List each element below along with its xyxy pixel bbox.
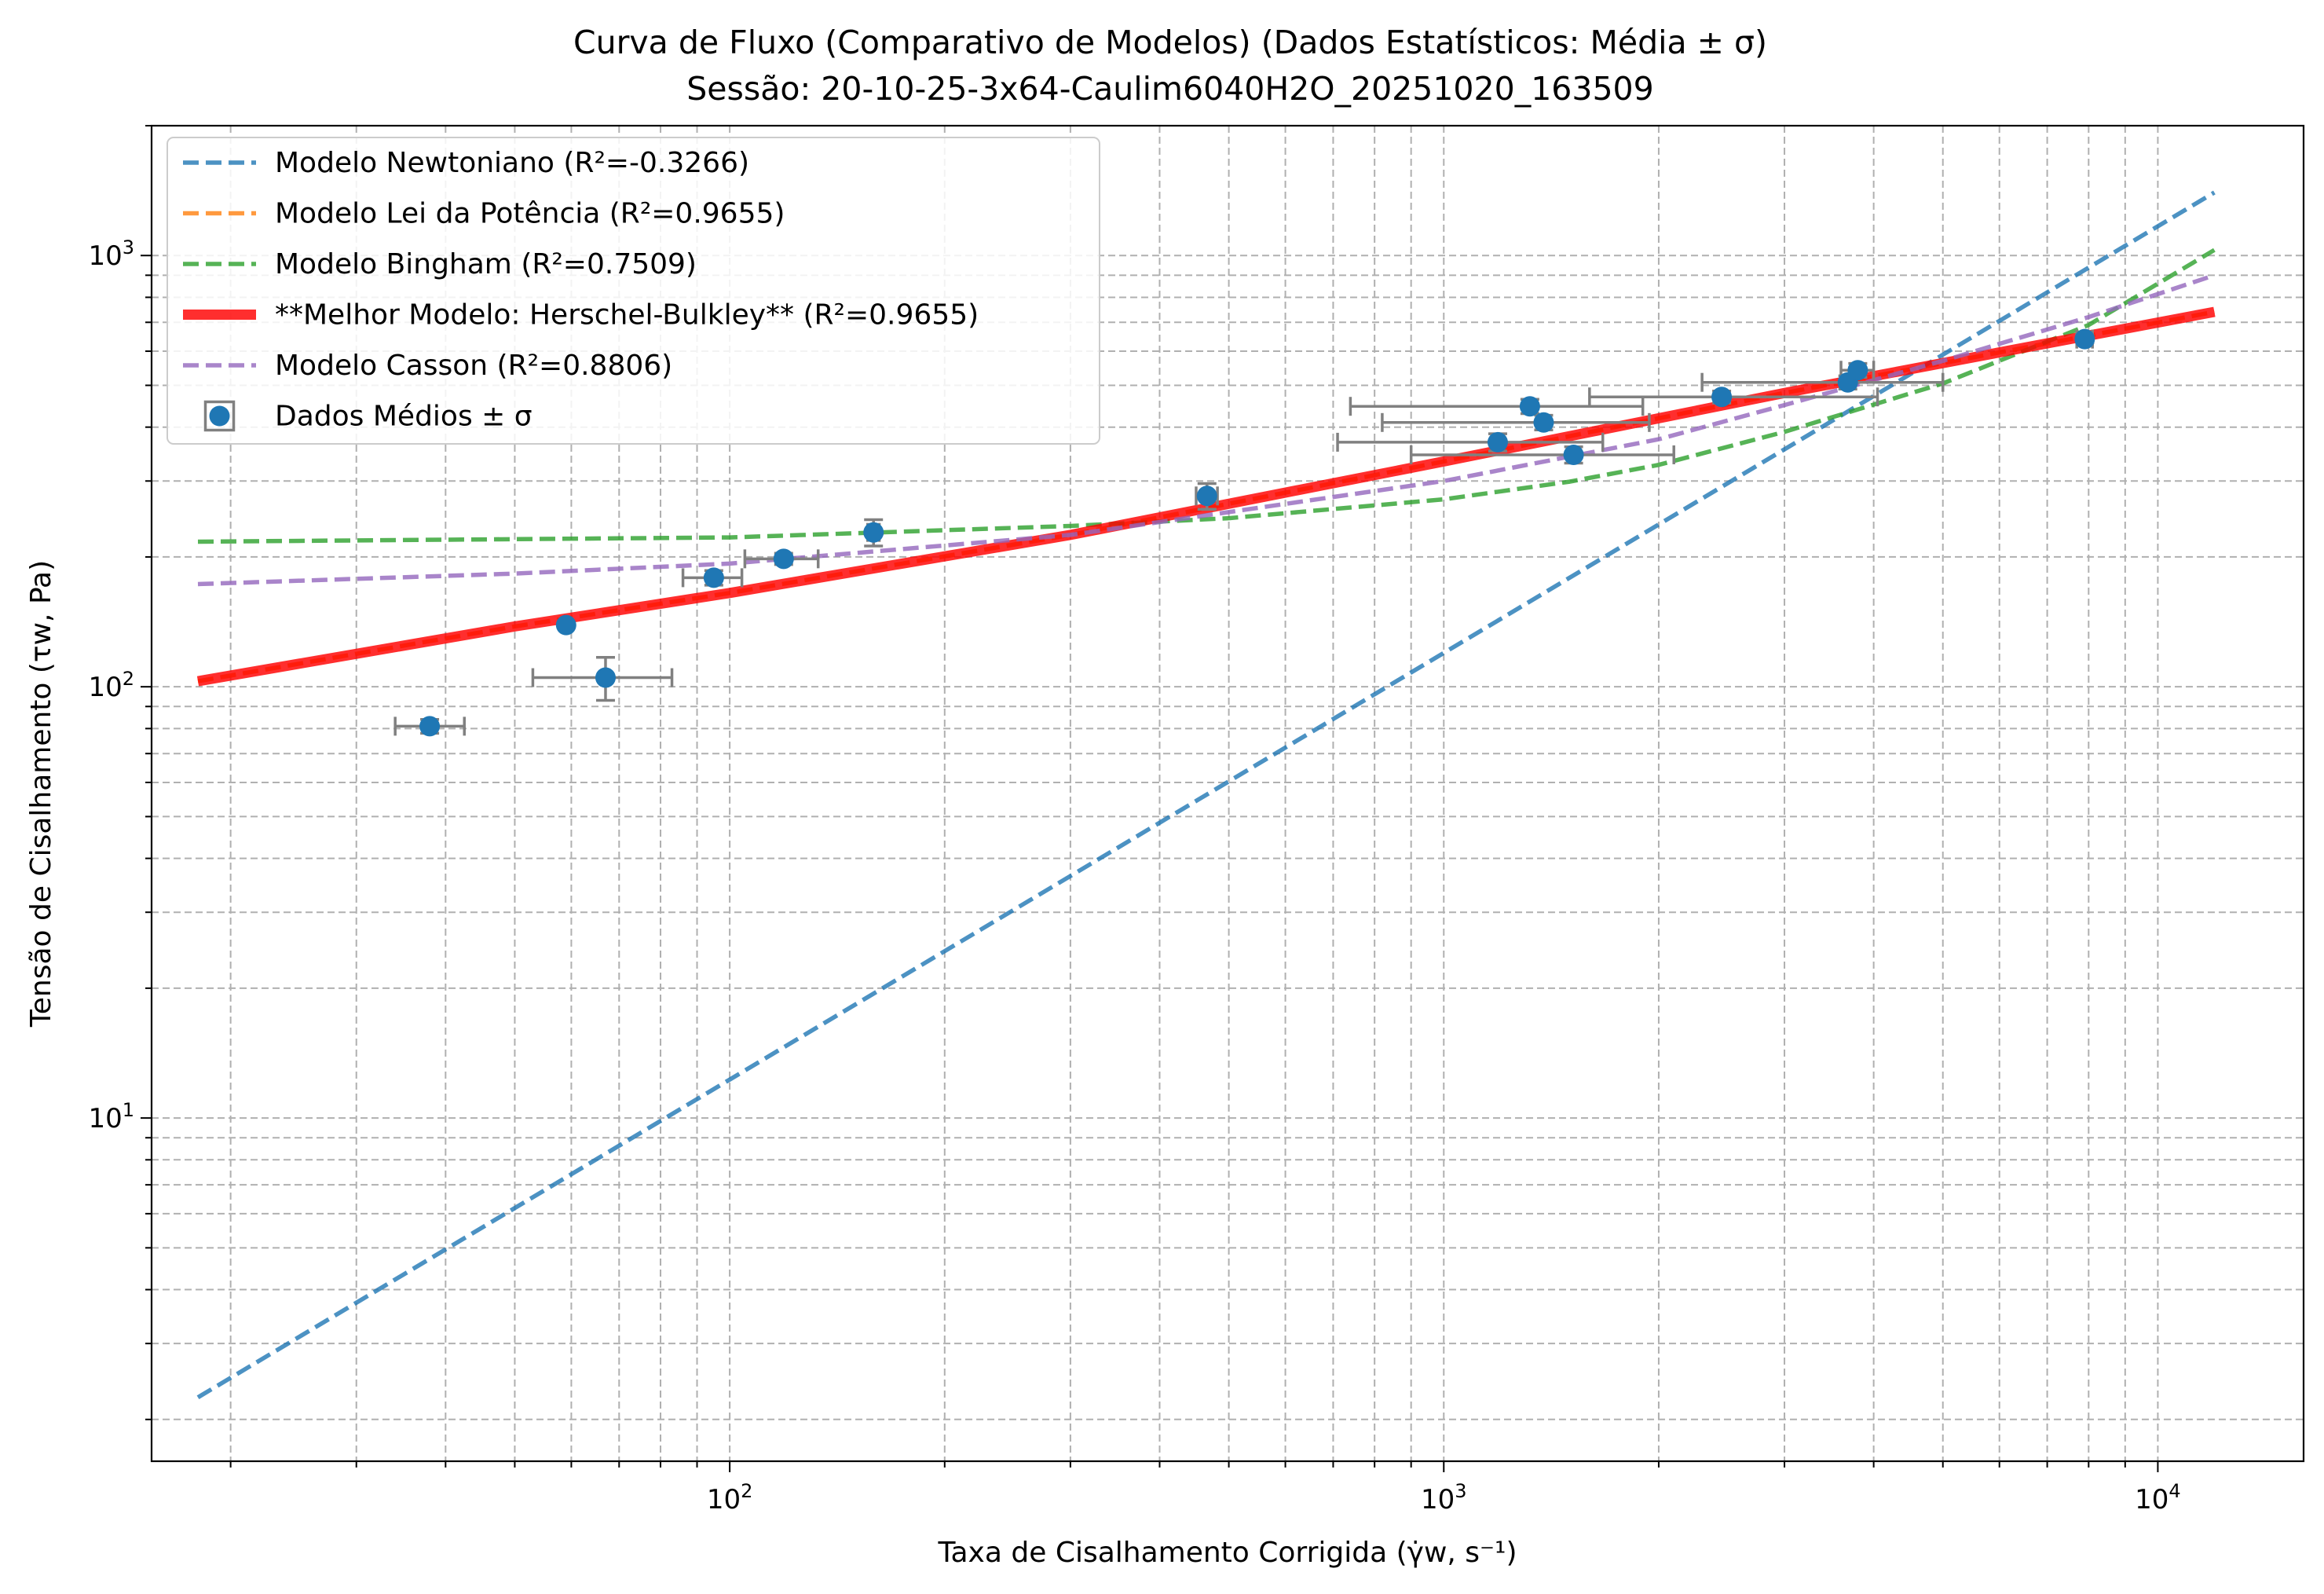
series-lines [196, 190, 2216, 1400]
data-point [1519, 396, 1540, 417]
legend: Modelo Newtoniano (R²=-0.3266) Modelo Lei… [167, 137, 1100, 445]
legend-entry-label: **Melhor Modelo: Herschel-Bulkley** (R²=… [275, 299, 979, 332]
legend-entry-label: Dados Médios ± σ [275, 401, 533, 433]
data-point [1487, 431, 1508, 453]
y-tick-label: 102 [88, 668, 134, 703]
y-tick-label: 101 [88, 1099, 134, 1134]
chart-title-line1: Curva de Fluxo (Comparativo de Modelos) … [573, 24, 1767, 61]
data-point [595, 667, 616, 688]
data-point [703, 567, 724, 588]
data-point [555, 614, 576, 636]
legend-swatch [203, 400, 236, 432]
data-point [1196, 486, 1217, 507]
legend-entry-label: Modelo Casson (R²=0.8806) [275, 350, 672, 382]
legend-box [167, 137, 1100, 445]
series-line-0 [196, 190, 2216, 1400]
legend-entry-label: Modelo Bingham (R²=0.7509) [275, 248, 697, 280]
data-points [419, 328, 2095, 737]
data-point [419, 716, 441, 737]
data-point [1847, 360, 1868, 381]
x-axis-label: Taxa de Cisalhamento Corrigida (γ̇w, s⁻¹… [937, 1537, 1517, 1569]
legend-entry-label: Modelo Newtoniano (R²=-0.3266) [275, 147, 749, 179]
legend-entry-label: Modelo Lei da Potência (R²=0.9655) [275, 198, 785, 230]
series-line-4 [197, 273, 2216, 587]
axis-ticks: 102 103 104 101 102 103 [88, 125, 2181, 1515]
data-point [863, 522, 884, 543]
y-tick-label: 103 [88, 236, 134, 272]
legend-marker [209, 405, 230, 427]
data-point [1533, 412, 1554, 433]
chart-title-line2: Sessão: 20-10-25-3x64-Caulim6040H2O_2025… [686, 70, 1653, 108]
y-axis-label: Tensão de Cisalhamento (τw, Pa) [25, 560, 57, 1028]
data-point [1563, 444, 1584, 465]
data-point [2074, 328, 2095, 350]
plot-area-frame [150, 124, 2305, 1463]
data-point [1711, 387, 1733, 408]
data-point [773, 548, 794, 570]
x-tick-label: 102 [707, 1480, 753, 1515]
x-tick-label: 104 [2135, 1480, 2181, 1515]
x-tick-label: 103 [1421, 1480, 1467, 1515]
series-line-2 [197, 247, 2216, 544]
